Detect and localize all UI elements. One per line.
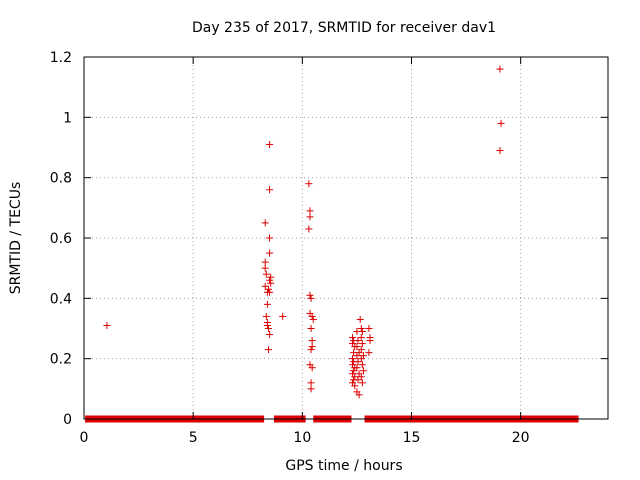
data-point xyxy=(309,315,317,323)
data-point xyxy=(307,346,315,354)
data-point xyxy=(266,186,274,194)
data-point xyxy=(307,325,315,332)
data-point xyxy=(103,321,111,329)
data-point xyxy=(353,364,361,372)
data-point xyxy=(264,325,272,332)
data-point xyxy=(263,321,271,329)
data-point xyxy=(354,358,362,366)
x-tick-label: 0 xyxy=(80,430,89,446)
data-point xyxy=(266,234,274,242)
data-point xyxy=(358,340,366,348)
data-point xyxy=(357,373,365,381)
data-point xyxy=(305,180,313,188)
data-point xyxy=(357,346,365,354)
y-tick-labels: 0 0.2 0.4 0.6 0.8 1 1.2 xyxy=(50,50,72,428)
x-axis-label: GPS time / hours xyxy=(285,458,402,474)
data-point xyxy=(306,213,314,221)
data-point xyxy=(353,343,361,351)
data-point xyxy=(365,325,373,332)
y-tick-label: 0 xyxy=(63,412,72,428)
data-point xyxy=(307,379,315,387)
data-point xyxy=(350,367,358,375)
data-point xyxy=(496,65,504,73)
data-point xyxy=(357,325,365,332)
data-point xyxy=(308,312,316,320)
data-point xyxy=(354,376,362,384)
data-point xyxy=(349,355,357,363)
data-point xyxy=(307,294,315,302)
data-point xyxy=(266,276,274,284)
data-point xyxy=(357,355,365,363)
grid-lines xyxy=(84,57,608,419)
data-point xyxy=(266,331,274,339)
data-point xyxy=(349,334,357,342)
data-point xyxy=(307,385,315,393)
data-point xyxy=(266,140,274,148)
data-point xyxy=(305,225,313,233)
y-tick-label: 0.4 xyxy=(50,291,72,307)
data-point xyxy=(266,288,274,296)
data-points xyxy=(103,65,505,399)
y-tick-label: 1.2 xyxy=(50,50,72,66)
data-point xyxy=(264,285,272,293)
data-point xyxy=(262,270,270,278)
data-point xyxy=(355,391,363,399)
data-point xyxy=(354,337,362,345)
data-point xyxy=(359,367,367,375)
data-point xyxy=(308,364,316,372)
data-point xyxy=(266,249,274,257)
data-point xyxy=(351,373,359,381)
x-tick-labels: 0 5 10 15 20 xyxy=(80,430,530,446)
data-point xyxy=(308,343,316,351)
y-tick-label: 1 xyxy=(63,110,72,126)
data-point xyxy=(357,334,365,342)
data-point xyxy=(262,312,270,320)
data-point xyxy=(306,207,314,215)
data-point xyxy=(308,337,316,345)
data-point xyxy=(351,382,359,390)
plot-frame xyxy=(83,56,609,420)
data-point xyxy=(263,300,271,308)
data-point xyxy=(306,291,314,299)
x-tick-label: 10 xyxy=(293,430,311,446)
y-axis-label: SRMTID / TECUs xyxy=(8,182,24,295)
y-tick-label: 0.6 xyxy=(50,231,72,247)
data-point xyxy=(358,328,366,336)
data-point xyxy=(261,258,269,266)
data-point xyxy=(358,361,366,369)
data-point xyxy=(353,352,361,360)
data-point xyxy=(358,379,366,387)
data-point xyxy=(497,119,505,127)
chart-title: Day 235 of 2017, SRMTID for receiver dav… xyxy=(192,20,496,36)
data-point xyxy=(264,346,272,354)
data-point xyxy=(365,349,373,357)
y-tick-label: 0.8 xyxy=(50,171,72,187)
x-tick-label: 20 xyxy=(512,430,530,446)
data-point xyxy=(261,264,269,272)
x-tick-label: 5 xyxy=(189,430,198,446)
data-point xyxy=(267,273,275,281)
data-point xyxy=(267,279,275,287)
data-point xyxy=(356,315,364,323)
y-tick-label: 0.2 xyxy=(50,352,72,368)
data-point xyxy=(279,312,287,320)
data-point xyxy=(261,219,269,227)
data-point xyxy=(261,282,269,290)
data-point xyxy=(366,337,374,345)
axis-ticks xyxy=(83,56,608,420)
data-point xyxy=(496,147,504,155)
x-tick-label: 15 xyxy=(403,430,421,446)
